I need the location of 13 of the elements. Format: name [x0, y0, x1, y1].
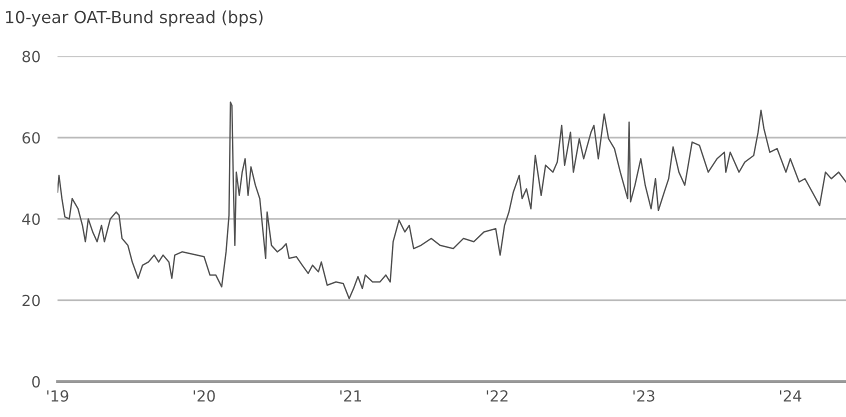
y-tick-label: 40	[22, 213, 40, 225]
y-tick-label: 20	[22, 294, 40, 306]
x-tick-label: '21	[340, 390, 362, 402]
x-tick-label: '20	[194, 390, 215, 402]
y-tick-label: 0	[32, 376, 40, 388]
line-series	[58, 102, 846, 300]
x-tick-label: '24	[780, 390, 802, 402]
x-tick-label: '23	[633, 390, 654, 402]
y-tick-label: 80	[22, 50, 40, 62]
y-tick-label: 60	[22, 132, 40, 144]
chart-title: 10-year OAT-Bund spread (bps)	[6, 10, 263, 27]
x-tick-label: '22	[486, 390, 508, 402]
x-tick-label: '19	[47, 390, 68, 402]
